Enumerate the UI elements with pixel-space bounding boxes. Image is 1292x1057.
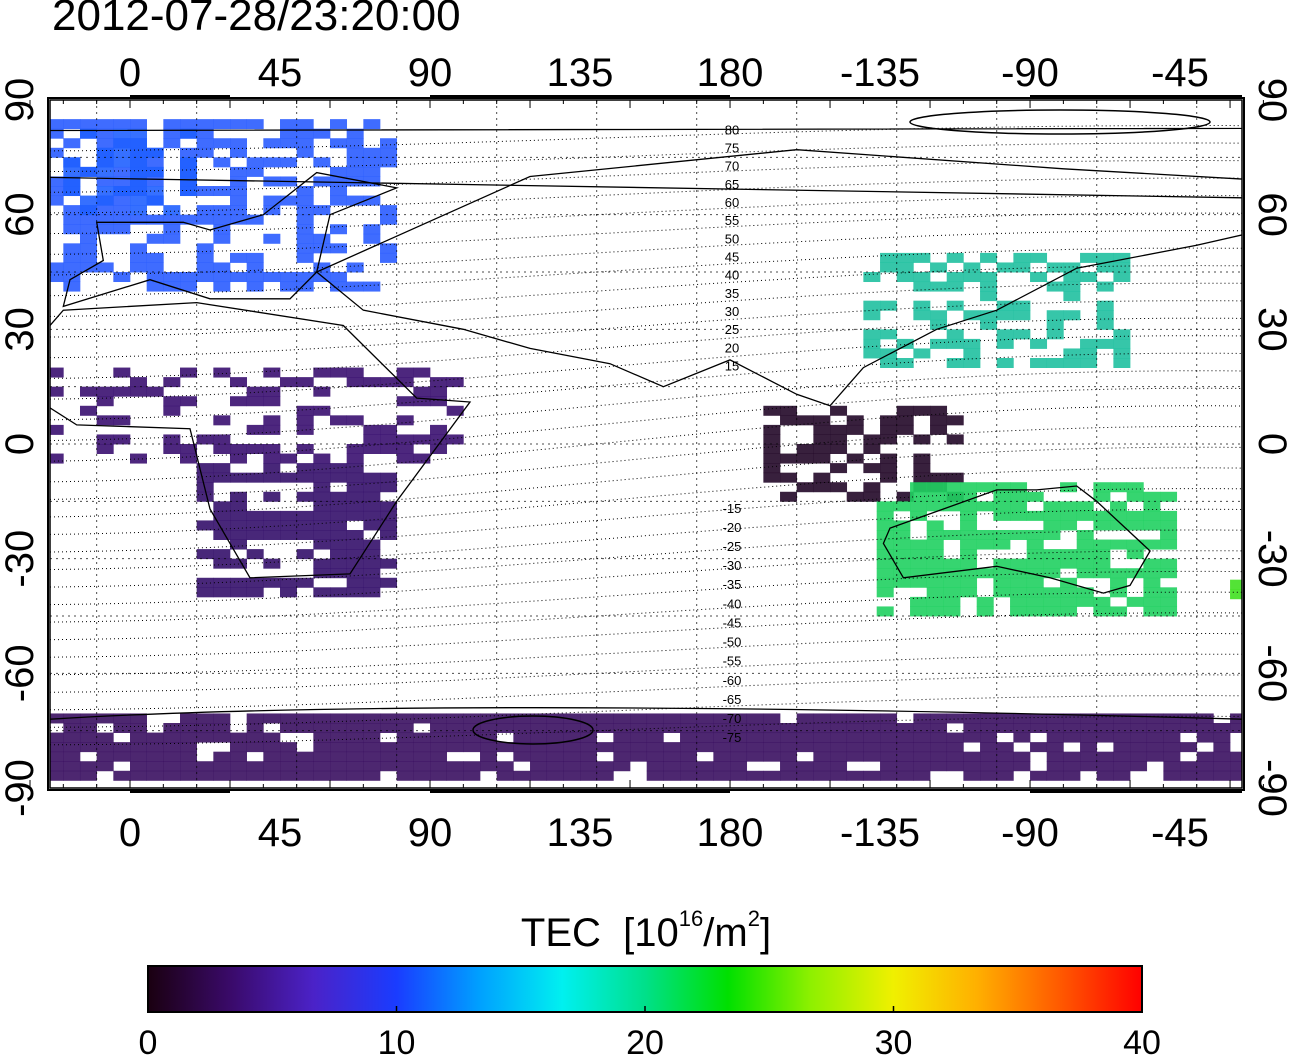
lat-tick-right: 0 bbox=[1250, 433, 1292, 455]
map-frame bbox=[49, 99, 1243, 789]
colorbar-tick-label: 30 bbox=[875, 1024, 913, 1057]
contour-label: -50 bbox=[723, 635, 742, 650]
contour-label: 50 bbox=[725, 231, 739, 246]
contour-label: -75 bbox=[723, 730, 742, 745]
lon-tick-top: 90 bbox=[408, 51, 453, 95]
contour-label: 80 bbox=[725, 122, 739, 137]
tec-region-africa bbox=[50, 367, 464, 464]
contour-label: 40 bbox=[725, 268, 739, 283]
graticule bbox=[50, 100, 1242, 788]
lat-tick-right: 60 bbox=[1250, 192, 1292, 237]
contour-label: -55 bbox=[723, 654, 742, 669]
contour-label: -30 bbox=[723, 558, 742, 573]
lon-tick-bottom: -135 bbox=[840, 811, 920, 855]
lat-tick-left: 0 bbox=[0, 433, 42, 455]
lon-tick-top: -45 bbox=[1151, 51, 1209, 95]
contour-labels: 80 75 70 65 60 55 50 45 40 35 30 25 20 15 -15 -20 -25 -30… bbox=[723, 122, 742, 745]
lon-tick-top: 135 bbox=[547, 51, 614, 95]
colorbar-title-main: TEC bbox=[520, 911, 601, 955]
contour-label: 70 bbox=[725, 159, 739, 174]
colorbar-tick-label: 40 bbox=[1123, 1024, 1161, 1057]
lat-tick-left: 90 bbox=[0, 78, 42, 123]
contour-label: -65 bbox=[723, 692, 742, 707]
tec-region-southeast-asia bbox=[763, 405, 964, 502]
contour-label: 25 bbox=[725, 322, 739, 337]
contour-label: 35 bbox=[725, 286, 739, 301]
axis-labels: 0045459090135135180180-135-135-90-90-45-… bbox=[0, 51, 1292, 855]
colorbar-tick-label: 10 bbox=[378, 1024, 416, 1057]
contour-label: -40 bbox=[723, 596, 742, 611]
colorbar-title-exp2: 2 bbox=[747, 906, 760, 931]
lat-tick-right: -30 bbox=[1250, 530, 1292, 588]
contour-label: -35 bbox=[723, 577, 742, 592]
contour-label: 60 bbox=[725, 195, 739, 210]
contour-label: -70 bbox=[723, 711, 742, 726]
lat-tick-left: -90 bbox=[0, 759, 42, 817]
contour-label: 65 bbox=[725, 177, 739, 192]
lon-tick-bottom: 180 bbox=[697, 811, 764, 855]
lon-tick-bottom: -90 bbox=[1001, 811, 1059, 855]
colorbar-title: TEC [1016/m2] bbox=[0, 906, 1292, 955]
magnetic-contours bbox=[50, 109, 1242, 746]
colorbar-tick-label: 20 bbox=[626, 1024, 664, 1057]
lat-tick-right: 30 bbox=[1250, 307, 1292, 352]
tec-region-australia bbox=[876, 482, 1178, 617]
lon-tick-bottom: -45 bbox=[1151, 811, 1209, 855]
tec-region-europe bbox=[50, 119, 398, 292]
lon-tick-bottom: 45 bbox=[258, 811, 303, 855]
contour-label: 20 bbox=[725, 340, 739, 355]
colorbar-ticks: 0 10 20 30 40 bbox=[139, 1006, 1161, 1057]
contour-label: 55 bbox=[725, 213, 739, 228]
tec-region-north-atlantic bbox=[63, 128, 198, 216]
tec-regions bbox=[50, 119, 1242, 781]
tec-region-antarctica bbox=[50, 713, 1242, 781]
contour-label: 30 bbox=[725, 304, 739, 319]
lon-tick-bottom: 90 bbox=[408, 811, 453, 855]
lat-tick-left: -30 bbox=[0, 530, 42, 588]
tec-region-new-zealand bbox=[1230, 579, 1242, 600]
colorbar-title-unit-post: ] bbox=[759, 911, 772, 955]
contour-label: -60 bbox=[723, 673, 742, 688]
contour-label: 15 bbox=[725, 358, 739, 373]
contour-label: 75 bbox=[725, 141, 739, 156]
colorbar-tick-label: 0 bbox=[139, 1024, 158, 1057]
contour-label: -15 bbox=[723, 501, 742, 516]
lon-tick-top: 0 bbox=[119, 51, 141, 95]
tec-region-southern-africa bbox=[196, 463, 398, 598]
lat-tick-left: 60 bbox=[0, 192, 42, 237]
lat-tick-left: 30 bbox=[0, 307, 42, 352]
lon-tick-top: -135 bbox=[840, 51, 920, 95]
colorbar-title-unit-mid: /m bbox=[703, 911, 748, 955]
colorbar-title-exp: 16 bbox=[678, 906, 704, 931]
map-title: 2012-07-28/23:20:00 bbox=[52, 0, 461, 40]
colorbar bbox=[147, 965, 1143, 1013]
lon-tick-top: 45 bbox=[258, 51, 303, 95]
lon-tick-bottom: 135 bbox=[547, 811, 614, 855]
contour-label: -45 bbox=[723, 615, 742, 630]
lat-tick-left: -60 bbox=[0, 644, 42, 702]
map-content bbox=[50, 100, 1242, 788]
lon-tick-bottom: 0 bbox=[119, 811, 141, 855]
lat-tick-right: -90 bbox=[1250, 759, 1292, 817]
contour-label: -20 bbox=[723, 520, 742, 535]
contour-label: 45 bbox=[725, 249, 739, 264]
coastlines bbox=[50, 127, 1242, 720]
lon-tick-top: 180 bbox=[697, 51, 764, 95]
colorbar-title-unit-pre: [10 bbox=[623, 911, 679, 955]
lat-tick-right: -60 bbox=[1250, 644, 1292, 702]
contour-label: -25 bbox=[723, 539, 742, 554]
frame-ticks bbox=[29, 95, 1264, 793]
lon-tick-top: -90 bbox=[1001, 51, 1059, 95]
lat-tick-right: 90 bbox=[1250, 78, 1292, 123]
